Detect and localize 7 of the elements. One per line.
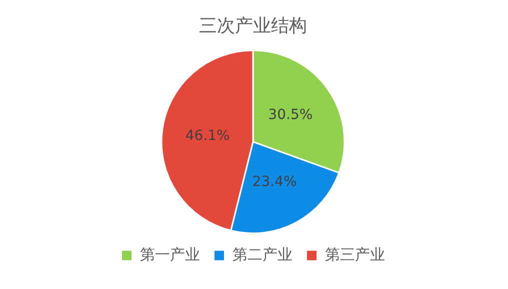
legend-label: 第一产业 bbox=[140, 245, 200, 264]
chart-title: 三次产业结构 bbox=[199, 15, 307, 36]
data-label: 23.4% bbox=[252, 174, 297, 190]
data-label: 46.1% bbox=[185, 128, 230, 144]
legend-label: 第三产业 bbox=[324, 245, 385, 264]
data-label: 30.5% bbox=[268, 107, 313, 124]
legend-label: 第二产业 bbox=[232, 245, 292, 264]
